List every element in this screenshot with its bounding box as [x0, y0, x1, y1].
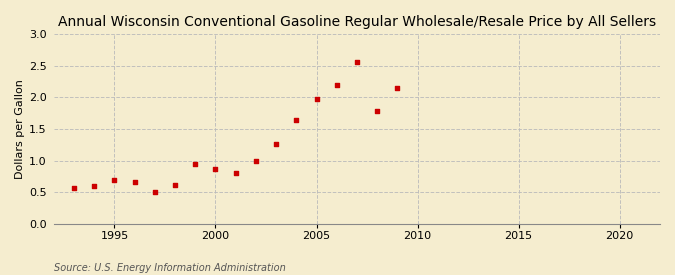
Point — [169, 183, 180, 188]
Point — [149, 190, 160, 194]
Point — [230, 170, 241, 175]
Point — [372, 109, 383, 114]
Point — [392, 86, 403, 90]
Point — [210, 167, 221, 171]
Point — [89, 184, 100, 188]
Y-axis label: Dollars per Gallon: Dollars per Gallon — [15, 79, 25, 179]
Title: Annual Wisconsin Conventional Gasoline Regular Wholesale/Resale Price by All Sel: Annual Wisconsin Conventional Gasoline R… — [58, 15, 656, 29]
Point — [130, 180, 140, 184]
Point — [331, 83, 342, 88]
Point — [250, 159, 261, 163]
Point — [190, 162, 200, 167]
Point — [352, 60, 362, 64]
Point — [291, 117, 302, 122]
Text: Source: U.S. Energy Information Administration: Source: U.S. Energy Information Administ… — [54, 263, 286, 273]
Point — [109, 178, 120, 182]
Point — [311, 97, 322, 101]
Point — [69, 186, 80, 190]
Point — [271, 142, 281, 146]
